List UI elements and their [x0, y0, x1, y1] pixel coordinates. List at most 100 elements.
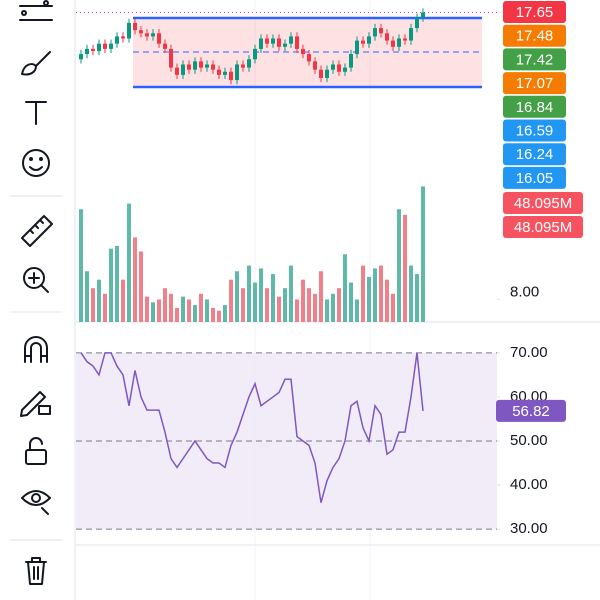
candle-body [409, 28, 413, 41]
candle-body [91, 48, 95, 51]
volume-bar [211, 307, 215, 322]
volume-bar [379, 265, 383, 322]
candle-body [241, 64, 245, 68]
candle-body [289, 36, 293, 44]
volume-bar [385, 279, 389, 322]
price-label-box [503, 1, 566, 23]
ruler-tool[interactable] [21, 215, 53, 247]
volume-bar [79, 209, 83, 322]
candle-body [271, 38, 275, 44]
candle-body [151, 33, 155, 37]
lock-drawings[interactable] [20, 391, 51, 417]
candle-body [163, 43, 167, 49]
brush-tool[interactable] [21, 51, 51, 76]
price-label: 48.095M [514, 195, 572, 212]
price-label: 16.05 [516, 170, 554, 187]
candle-body [181, 64, 185, 75]
candle-body [169, 48, 173, 68]
candle-body [343, 67, 347, 72]
unlock[interactable] [25, 437, 47, 465]
price-label: 17.07 [516, 75, 554, 92]
candle-body [205, 64, 209, 68]
emoji-tool[interactable] [22, 149, 50, 177]
volume-bar [175, 307, 179, 322]
volume-bar [313, 293, 317, 322]
zoom-tool[interactable] [23, 267, 49, 293]
candle-body [109, 43, 113, 49]
trend-tool[interactable] [19, 0, 53, 21]
candle-body [361, 40, 365, 44]
volume-bar [247, 265, 251, 322]
rsi-last-label: 56.82 [512, 403, 550, 420]
volume-bar [199, 293, 203, 322]
candle-body [97, 43, 101, 51]
text-tool[interactable] [25, 101, 47, 125]
price-label: 16.24 [516, 146, 554, 163]
volume-bar [307, 288, 311, 322]
candle-body [145, 33, 149, 37]
price-label-box [503, 119, 566, 142]
candle-body [133, 22, 137, 31]
volume-bar [109, 248, 113, 322]
volume-bar [367, 276, 371, 322]
price-label-box [503, 143, 566, 166]
candle-body [391, 40, 395, 47]
delete-tool[interactable] [25, 557, 47, 585]
candle-body [319, 69, 323, 79]
price-label: 17.48 [516, 28, 554, 45]
candle-body [121, 36, 125, 39]
volume-bar [295, 299, 299, 322]
volume-bar [229, 279, 233, 322]
volume-bar [331, 293, 335, 322]
volume-bar [373, 268, 377, 322]
volume-bar [403, 214, 407, 322]
price-label-box [503, 72, 566, 95]
volume-bar [289, 265, 293, 322]
candle-body [283, 43, 287, 47]
candle-body [265, 38, 269, 44]
volume-bar [271, 274, 275, 322]
price-label-box [503, 95, 566, 118]
price-label: 48.095M [514, 219, 572, 236]
candle-body [235, 64, 239, 81]
volume-bar [181, 296, 185, 322]
volume-bar [163, 288, 167, 322]
candle-body [367, 36, 371, 44]
volume-bar [337, 288, 341, 322]
candle-body [79, 54, 83, 60]
volume-bar [319, 271, 323, 322]
volume-bar [343, 254, 347, 322]
price-label-box [503, 192, 583, 214]
candle-body [199, 61, 203, 68]
volume-bar [415, 274, 419, 322]
candle-body [373, 28, 377, 37]
candle-body [385, 33, 389, 41]
candle-body [277, 38, 281, 47]
volume-bar [187, 299, 191, 322]
volume-bar [205, 299, 209, 322]
candle-body [295, 36, 299, 49]
volume-bar [355, 299, 359, 322]
hide-tool[interactable] [21, 490, 51, 515]
volume-bar [97, 279, 101, 322]
volume-bar [265, 288, 269, 322]
rsi-line [80, 352, 424, 503]
volume-bar [349, 282, 353, 322]
volume-bar [361, 265, 365, 322]
volume-bar [409, 265, 413, 322]
price-label: 17.42 [516, 51, 554, 68]
candle-body [217, 69, 221, 75]
y-tick-label: 70.00 [510, 344, 548, 361]
volume-bar [253, 282, 257, 322]
volume-bar [325, 299, 329, 322]
magnet-tool[interactable] [24, 336, 48, 363]
volume-bar [241, 288, 245, 322]
candle-body [103, 43, 107, 49]
price-label-box [503, 24, 566, 47]
volume-bar [391, 293, 395, 322]
volume-bar [277, 296, 281, 322]
candle-body [223, 71, 227, 75]
candle-body [247, 59, 251, 68]
y-tick-label: 30.00 [510, 520, 548, 537]
